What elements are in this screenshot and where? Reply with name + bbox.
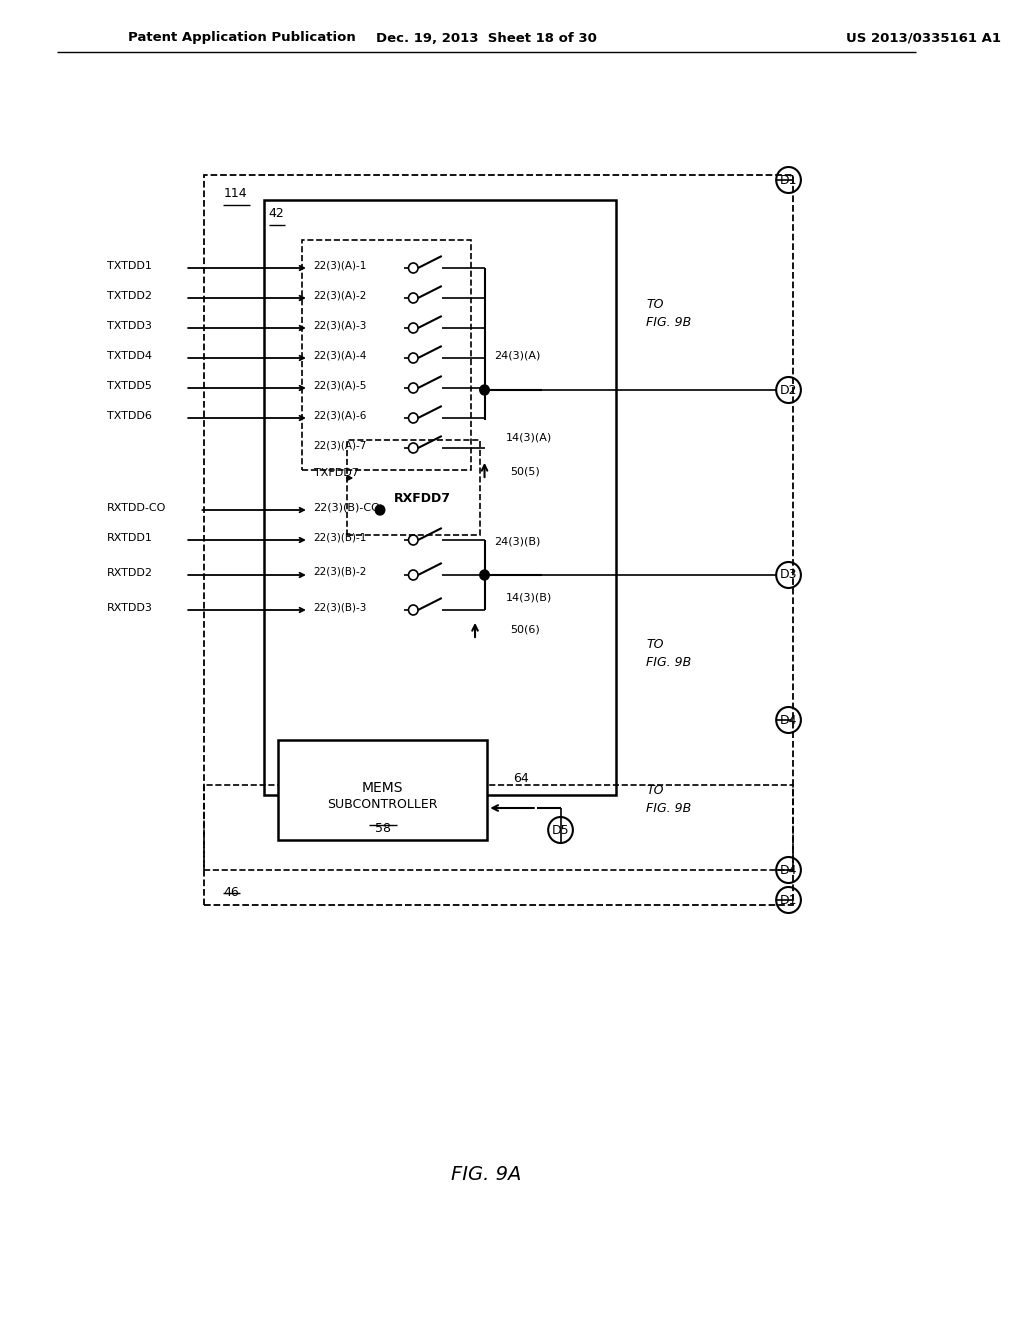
Text: 58: 58 [375,822,391,836]
Text: Patent Application Publication: Patent Application Publication [128,32,356,45]
Bar [302,240,471,470]
Text: 46: 46 [223,887,239,899]
Text: FIG. 9B: FIG. 9B [646,801,691,814]
Text: TXTDD3: TXTDD3 [108,321,153,331]
Text: FIG. 9B: FIG. 9B [646,656,691,669]
Text: 24(3)(A): 24(3)(A) [494,350,541,360]
Text: MEMS: MEMS [362,781,403,795]
Text: D5: D5 [552,824,569,837]
Text: 22(3)(B)-CO: 22(3)(B)-CO [313,503,380,513]
Text: 22(3)(B)-2: 22(3)(B)-2 [313,568,367,577]
Text: RXTDD2: RXTDD2 [108,568,154,578]
Text: RXFDD7: RXFDD7 [394,491,452,504]
Text: 22(3)(A)-5: 22(3)(A)-5 [313,380,367,389]
Bar [279,741,487,840]
Text: 22(3)(B)-1: 22(3)(B)-1 [313,532,367,543]
Text: Dec. 19, 2013  Sheet 18 of 30: Dec. 19, 2013 Sheet 18 of 30 [376,32,597,45]
Text: TO: TO [646,298,664,312]
Text: 22(3)(B)-3: 22(3)(B)-3 [313,602,367,612]
Text: TXFDD7: TXFDD7 [313,469,358,478]
Text: RXTDD3: RXTDD3 [108,603,154,612]
Text: 50(6): 50(6) [510,624,540,635]
Text: D1: D1 [780,894,798,907]
Text: D1: D1 [780,173,798,186]
Circle shape [375,506,385,515]
Text: TXTDD5: TXTDD5 [108,381,153,391]
Text: 22(3)(A)-2: 22(3)(A)-2 [313,290,367,300]
Circle shape [480,570,489,579]
Text: TO: TO [646,639,664,652]
Text: 42: 42 [269,207,285,220]
Text: RXTDD1: RXTDD1 [108,533,154,543]
Text: D3: D3 [780,569,798,582]
Bar [264,201,615,795]
Text: 22(3)(A)-1: 22(3)(A)-1 [313,260,367,271]
Text: 22(3)(A)-7: 22(3)(A)-7 [313,440,367,450]
Text: 114: 114 [223,187,247,201]
Text: 64: 64 [513,771,528,784]
Bar [204,785,794,870]
Text: TXTDD2: TXTDD2 [108,290,153,301]
Text: TXTDD1: TXTDD1 [108,261,153,271]
Text: D4: D4 [780,714,798,726]
Circle shape [480,385,489,395]
Text: 50(5): 50(5) [510,466,540,477]
Text: 22(3)(A)-4: 22(3)(A)-4 [313,350,367,360]
Text: 14(3)(B): 14(3)(B) [506,591,552,602]
Text: 14(3)(A): 14(3)(A) [506,432,552,442]
Text: SUBCONTROLLER: SUBCONTROLLER [328,799,438,812]
Text: RXTDD-CO: RXTDD-CO [108,503,167,513]
Text: TXTDD6: TXTDD6 [108,411,153,421]
Bar [347,440,480,535]
Text: 22(3)(A)-6: 22(3)(A)-6 [313,411,367,420]
Text: 22(3)(A)-3: 22(3)(A)-3 [313,319,367,330]
Text: TXTDD4: TXTDD4 [108,351,153,360]
Text: 24(3)(B): 24(3)(B) [494,537,541,546]
Text: D2: D2 [780,384,798,396]
Text: FIG. 9A: FIG. 9A [452,1166,521,1184]
Text: FIG. 9B: FIG. 9B [646,317,691,330]
Text: TO: TO [646,784,664,796]
Text: US 2013/0335161 A1: US 2013/0335161 A1 [846,32,1000,45]
Bar [204,176,794,906]
Text: D4: D4 [780,863,798,876]
